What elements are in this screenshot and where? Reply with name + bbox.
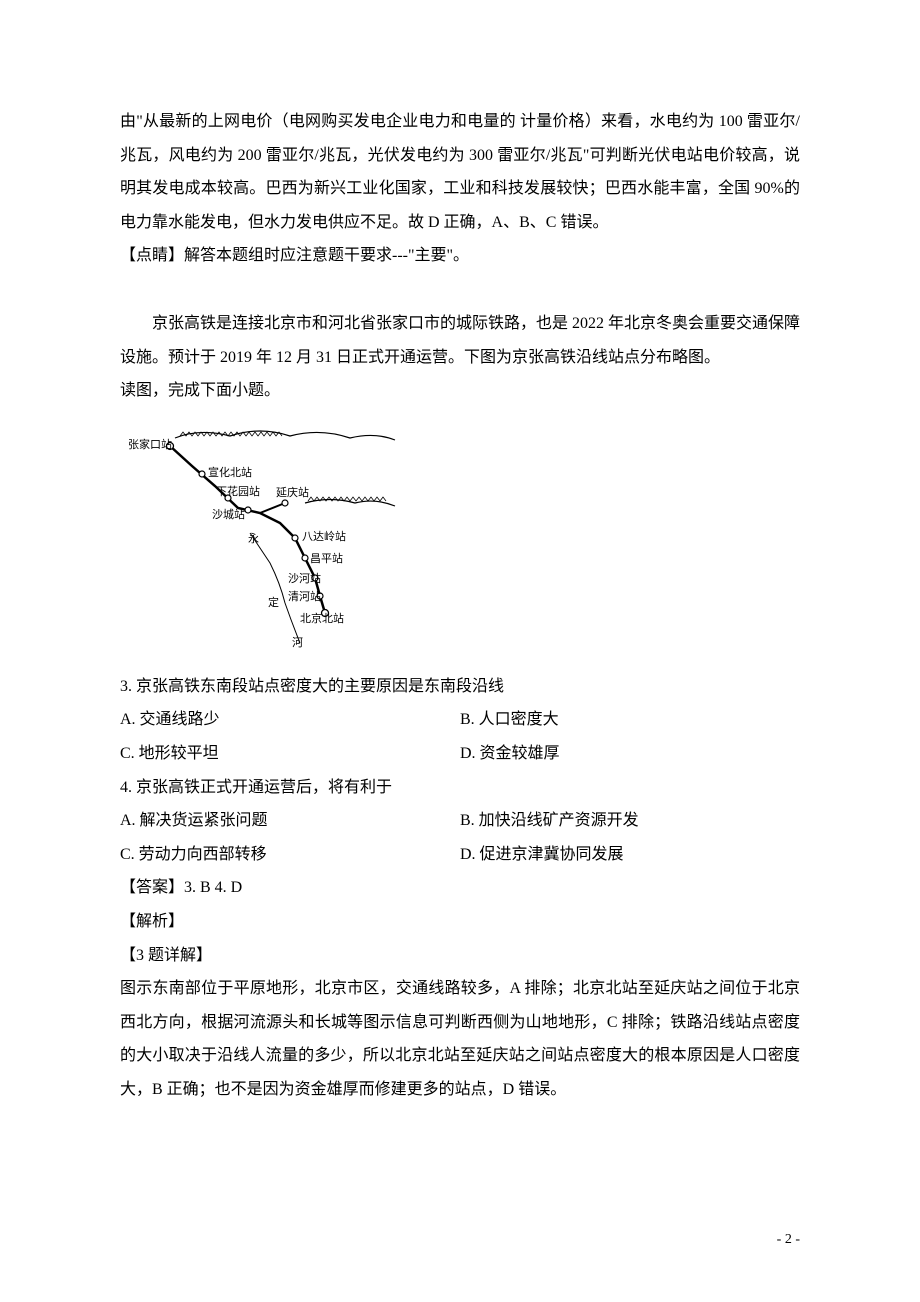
label-changping: 昌平站 — [310, 551, 343, 565]
paragraph-2-tip: 【点睛】解答本题组时应注意题干要求---"主要"。 — [120, 239, 800, 273]
label-xuanhua: 宣化北站 — [208, 465, 252, 479]
q4-option-b: B. 加快沿线矿产资源开发 — [460, 804, 800, 838]
great-wall-right-cren — [308, 497, 386, 501]
q4-option-a: A. 解决货运紧张问题 — [120, 804, 460, 838]
answer-line: 【答案】3. B 4. D — [120, 871, 800, 905]
q4-option-c: C. 劳动力向西部转移 — [120, 838, 460, 872]
intro-paragraph-2: 读图，完成下面小题。 — [120, 374, 800, 408]
label-badaling: 八达岭站 — [302, 529, 346, 543]
label-qinghe: 清河站 — [288, 589, 321, 603]
q4-option-d: D. 促进京津冀协同发展 — [460, 838, 800, 872]
intro-paragraph-1: 京张高铁是连接北京市和河北省张家口市的城际铁路，也是 2022 年北京冬奥会重要… — [120, 307, 800, 374]
page-number: - 2 - — [777, 1225, 800, 1254]
q3-detail: 图示东南部位于平原地形，北京市区，交通线路较多，A 排除；北京北站至延庆站之间位… — [120, 972, 800, 1106]
great-wall-top — [175, 431, 395, 440]
label-beijingbei: 北京北站 — [300, 611, 344, 625]
q3-row-cd: C. 地形较平坦 D. 资金较雄厚 — [120, 737, 800, 771]
q3-detail-label: 【3 题详解】 — [120, 939, 800, 973]
q3-option-d: D. 资金较雄厚 — [460, 737, 800, 771]
q4-row-cd: C. 劳动力向西部转移 D. 促进京津冀协同发展 — [120, 838, 800, 872]
q3-row-ab: A. 交通线路少 B. 人口密度大 — [120, 703, 800, 737]
paragraph-1: 由"从最新的上网电价（电网购买发电企业电力和电量的 计量价格）来看，水电约为 1… — [120, 105, 800, 239]
rail-branch — [260, 503, 285, 513]
station-dot — [245, 507, 251, 513]
label-shahe: 沙河站 — [288, 571, 321, 585]
label-yong: 永 — [248, 531, 259, 545]
station-dot — [302, 555, 308, 561]
station-dot — [199, 471, 205, 477]
q3-option-a: A. 交通线路少 — [120, 703, 460, 737]
label-zhangjiakou: 张家口站 — [128, 437, 172, 451]
river-line — [250, 533, 300, 643]
station-dot — [282, 500, 288, 506]
q3-stem: 3. 京张高铁东南段站点密度大的主要原因是东南段沿线 — [120, 670, 800, 704]
q4-row-ab: A. 解决货运紧张问题 B. 加快沿线矿产资源开发 — [120, 804, 800, 838]
label-shacheng: 沙城站 — [212, 507, 245, 521]
spacer — [120, 273, 800, 307]
label-xiahuayuan: 下花园站 — [216, 484, 260, 498]
q3-option-c: C. 地形较平坦 — [120, 737, 460, 771]
q3-option-b: B. 人口密度大 — [460, 703, 800, 737]
station-dot — [292, 535, 298, 541]
label-yanqing: 延庆站 — [276, 485, 309, 499]
label-he: 河 — [292, 636, 303, 649]
railway-diagram: 张家口站 宣化北站 下花园站 沙城站 延庆站 八达岭站 昌平站 沙河站 清河站 … — [120, 418, 800, 658]
analysis-label: 【解析】 — [120, 905, 800, 939]
q4-stem: 4. 京张高铁正式开通运营后，将有利于 — [120, 771, 800, 805]
label-ding: 定 — [268, 595, 279, 609]
